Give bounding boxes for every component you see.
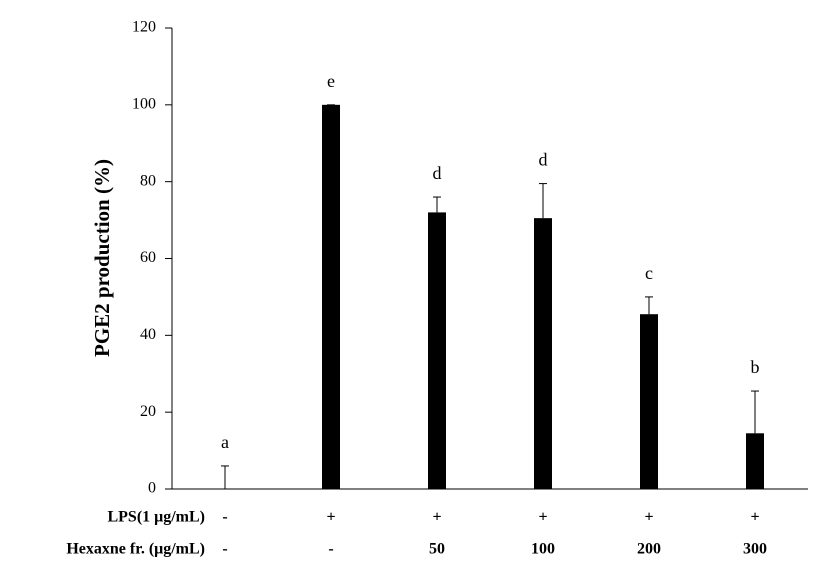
y-tick-label: 0: [148, 480, 156, 497]
y-tick-label: 20: [140, 403, 156, 420]
significance-label: e: [327, 71, 335, 91]
condition-value: 300: [743, 541, 767, 558]
significance-label: d: [539, 150, 548, 170]
condition-row-label: LPS(1 μg/mL): [107, 509, 205, 526]
condition-value: +: [432, 509, 441, 526]
condition-value: 200: [637, 541, 661, 558]
condition-value: +: [538, 509, 547, 526]
condition-value: -: [222, 509, 227, 526]
bar: [322, 104, 340, 489]
condition-value: +: [326, 509, 335, 526]
condition-value: 100: [531, 541, 555, 558]
significance-label: c: [645, 263, 653, 283]
condition-value: -: [328, 541, 333, 558]
y-axis-label: PGE2 production (%): [90, 159, 114, 357]
y-tick-label: 100: [132, 96, 156, 113]
condition-value: +: [750, 509, 759, 526]
significance-label: a: [221, 432, 229, 452]
bar: [746, 433, 764, 489]
y-tick-label: 120: [132, 19, 156, 36]
condition-value: +: [644, 509, 653, 526]
condition-value: -: [222, 541, 227, 558]
condition-row-label: Hexaxne fr. (μg/mL): [66, 541, 205, 558]
significance-label: b: [751, 357, 760, 377]
y-tick-label: 60: [140, 249, 156, 266]
significance-label: d: [433, 163, 442, 183]
bar: [428, 212, 446, 489]
y-tick-label: 80: [140, 172, 156, 189]
condition-value: 50: [429, 541, 445, 558]
bar: [640, 314, 658, 489]
y-tick-label: 40: [140, 326, 156, 343]
bar: [534, 218, 552, 489]
